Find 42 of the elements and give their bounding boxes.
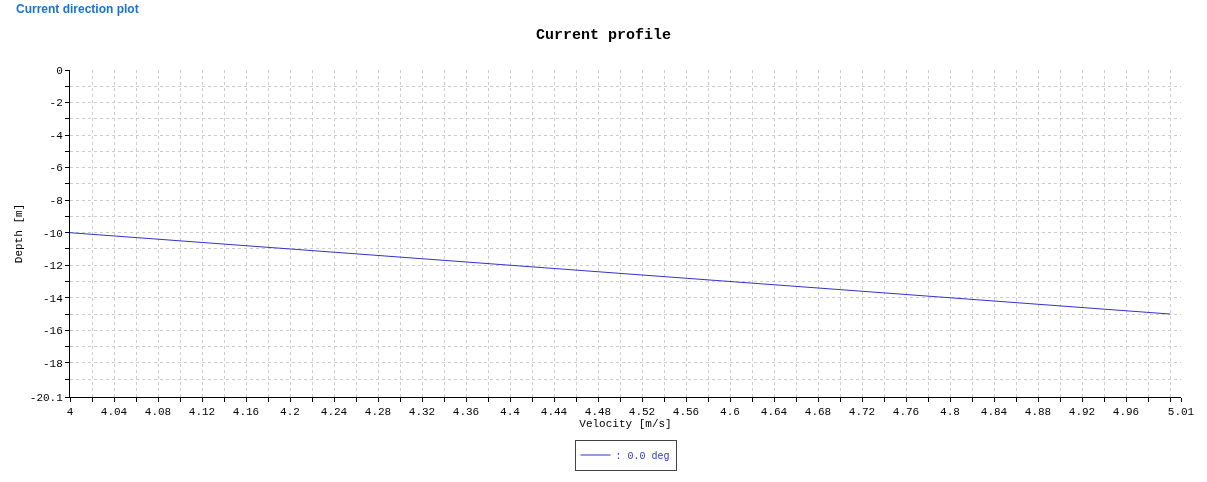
text: Current direction plot [16,2,139,16]
x-tick-label: 4.2 [280,406,300,419]
x-tick-label: 4.24 [320,406,348,419]
x-tick-label: 4.16 [232,406,260,419]
y-tick-label: -16 [42,325,63,338]
x-tick-label: 4.44 [540,406,568,419]
x-tick-label: 4.76 [892,406,920,419]
y-tick-label: -18 [42,357,63,370]
y-tick-label: -14 [42,292,64,305]
x-tick-label: 4.28 [364,406,392,419]
x-tick-label: 4.12 [188,406,216,419]
x-axis-title: Velocity [m/s] [579,418,672,431]
legend-label: : 0.0 deg [615,450,670,462]
x-tick-label: 4.32 [408,406,436,419]
x-tick-label: 4.48 [584,406,612,419]
y-tick-label: -8 [49,195,63,207]
x-tick-label: 5.01 [1167,406,1195,419]
x-tick-label: 4.64 [760,406,788,419]
y-tick-label: -6 [49,162,63,175]
y-axis-title: Depth [m] [13,203,26,264]
x-tick-label: 4.56 [672,406,700,419]
x-tick-label: 4.36 [452,406,480,419]
y-tick-label: -12 [42,260,63,273]
y-tick-label: -4 [49,129,64,142]
chart-title: Current profile [535,27,672,45]
x-tick-label: 4.08 [144,406,172,419]
x-tick-label: 4.8 [940,406,960,419]
y-tick-label: -20.1 [29,391,64,404]
x-tick-label: 4.68 [804,406,832,419]
x-tick-label: 4.96 [1112,406,1140,419]
x-tick-label: 4.04 [100,406,128,419]
x-tick-label: 4.92 [1068,406,1096,419]
y-tick-label: -10 [42,227,63,240]
x-tick-label: 4.6 [720,406,740,419]
x-tick-label: 4 [66,406,74,419]
x-tick-label: 4.52 [628,406,656,419]
x-tick-label: 4.4 [500,406,521,419]
x-tick-label: 4.88 [1024,406,1052,419]
y-tick-label: -2 [49,97,63,110]
x-tick-label: 4.72 [848,406,876,419]
x-tick-label: 4.84 [980,406,1008,419]
y-tick-label: 0 [56,64,63,77]
